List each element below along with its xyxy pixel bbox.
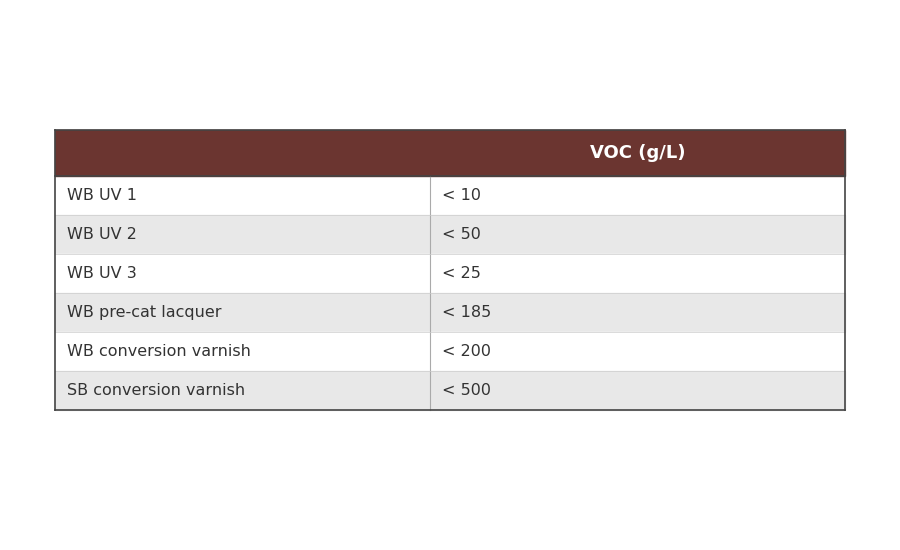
Text: SB conversion varnish: SB conversion varnish — [67, 383, 245, 398]
Text: < 200: < 200 — [442, 344, 491, 359]
Text: WB UV 3: WB UV 3 — [67, 266, 137, 281]
Bar — [55, 293, 845, 332]
Text: < 25: < 25 — [442, 266, 482, 281]
Bar — [55, 215, 845, 254]
Text: WB UV 1: WB UV 1 — [67, 188, 137, 203]
Text: WB conversion varnish: WB conversion varnish — [67, 344, 251, 359]
Bar — [55, 332, 845, 371]
Text: WB pre-cat lacquer: WB pre-cat lacquer — [67, 305, 221, 320]
Text: WB UV 2: WB UV 2 — [67, 227, 137, 242]
Text: < 185: < 185 — [442, 305, 491, 320]
Bar — [55, 371, 845, 410]
Bar — [55, 254, 845, 293]
Text: VOC (g/L): VOC (g/L) — [590, 144, 686, 162]
Bar — [55, 176, 845, 215]
Text: < 50: < 50 — [442, 227, 482, 242]
Text: < 500: < 500 — [442, 383, 491, 398]
Bar — [55, 130, 845, 176]
Text: < 10: < 10 — [442, 188, 482, 203]
